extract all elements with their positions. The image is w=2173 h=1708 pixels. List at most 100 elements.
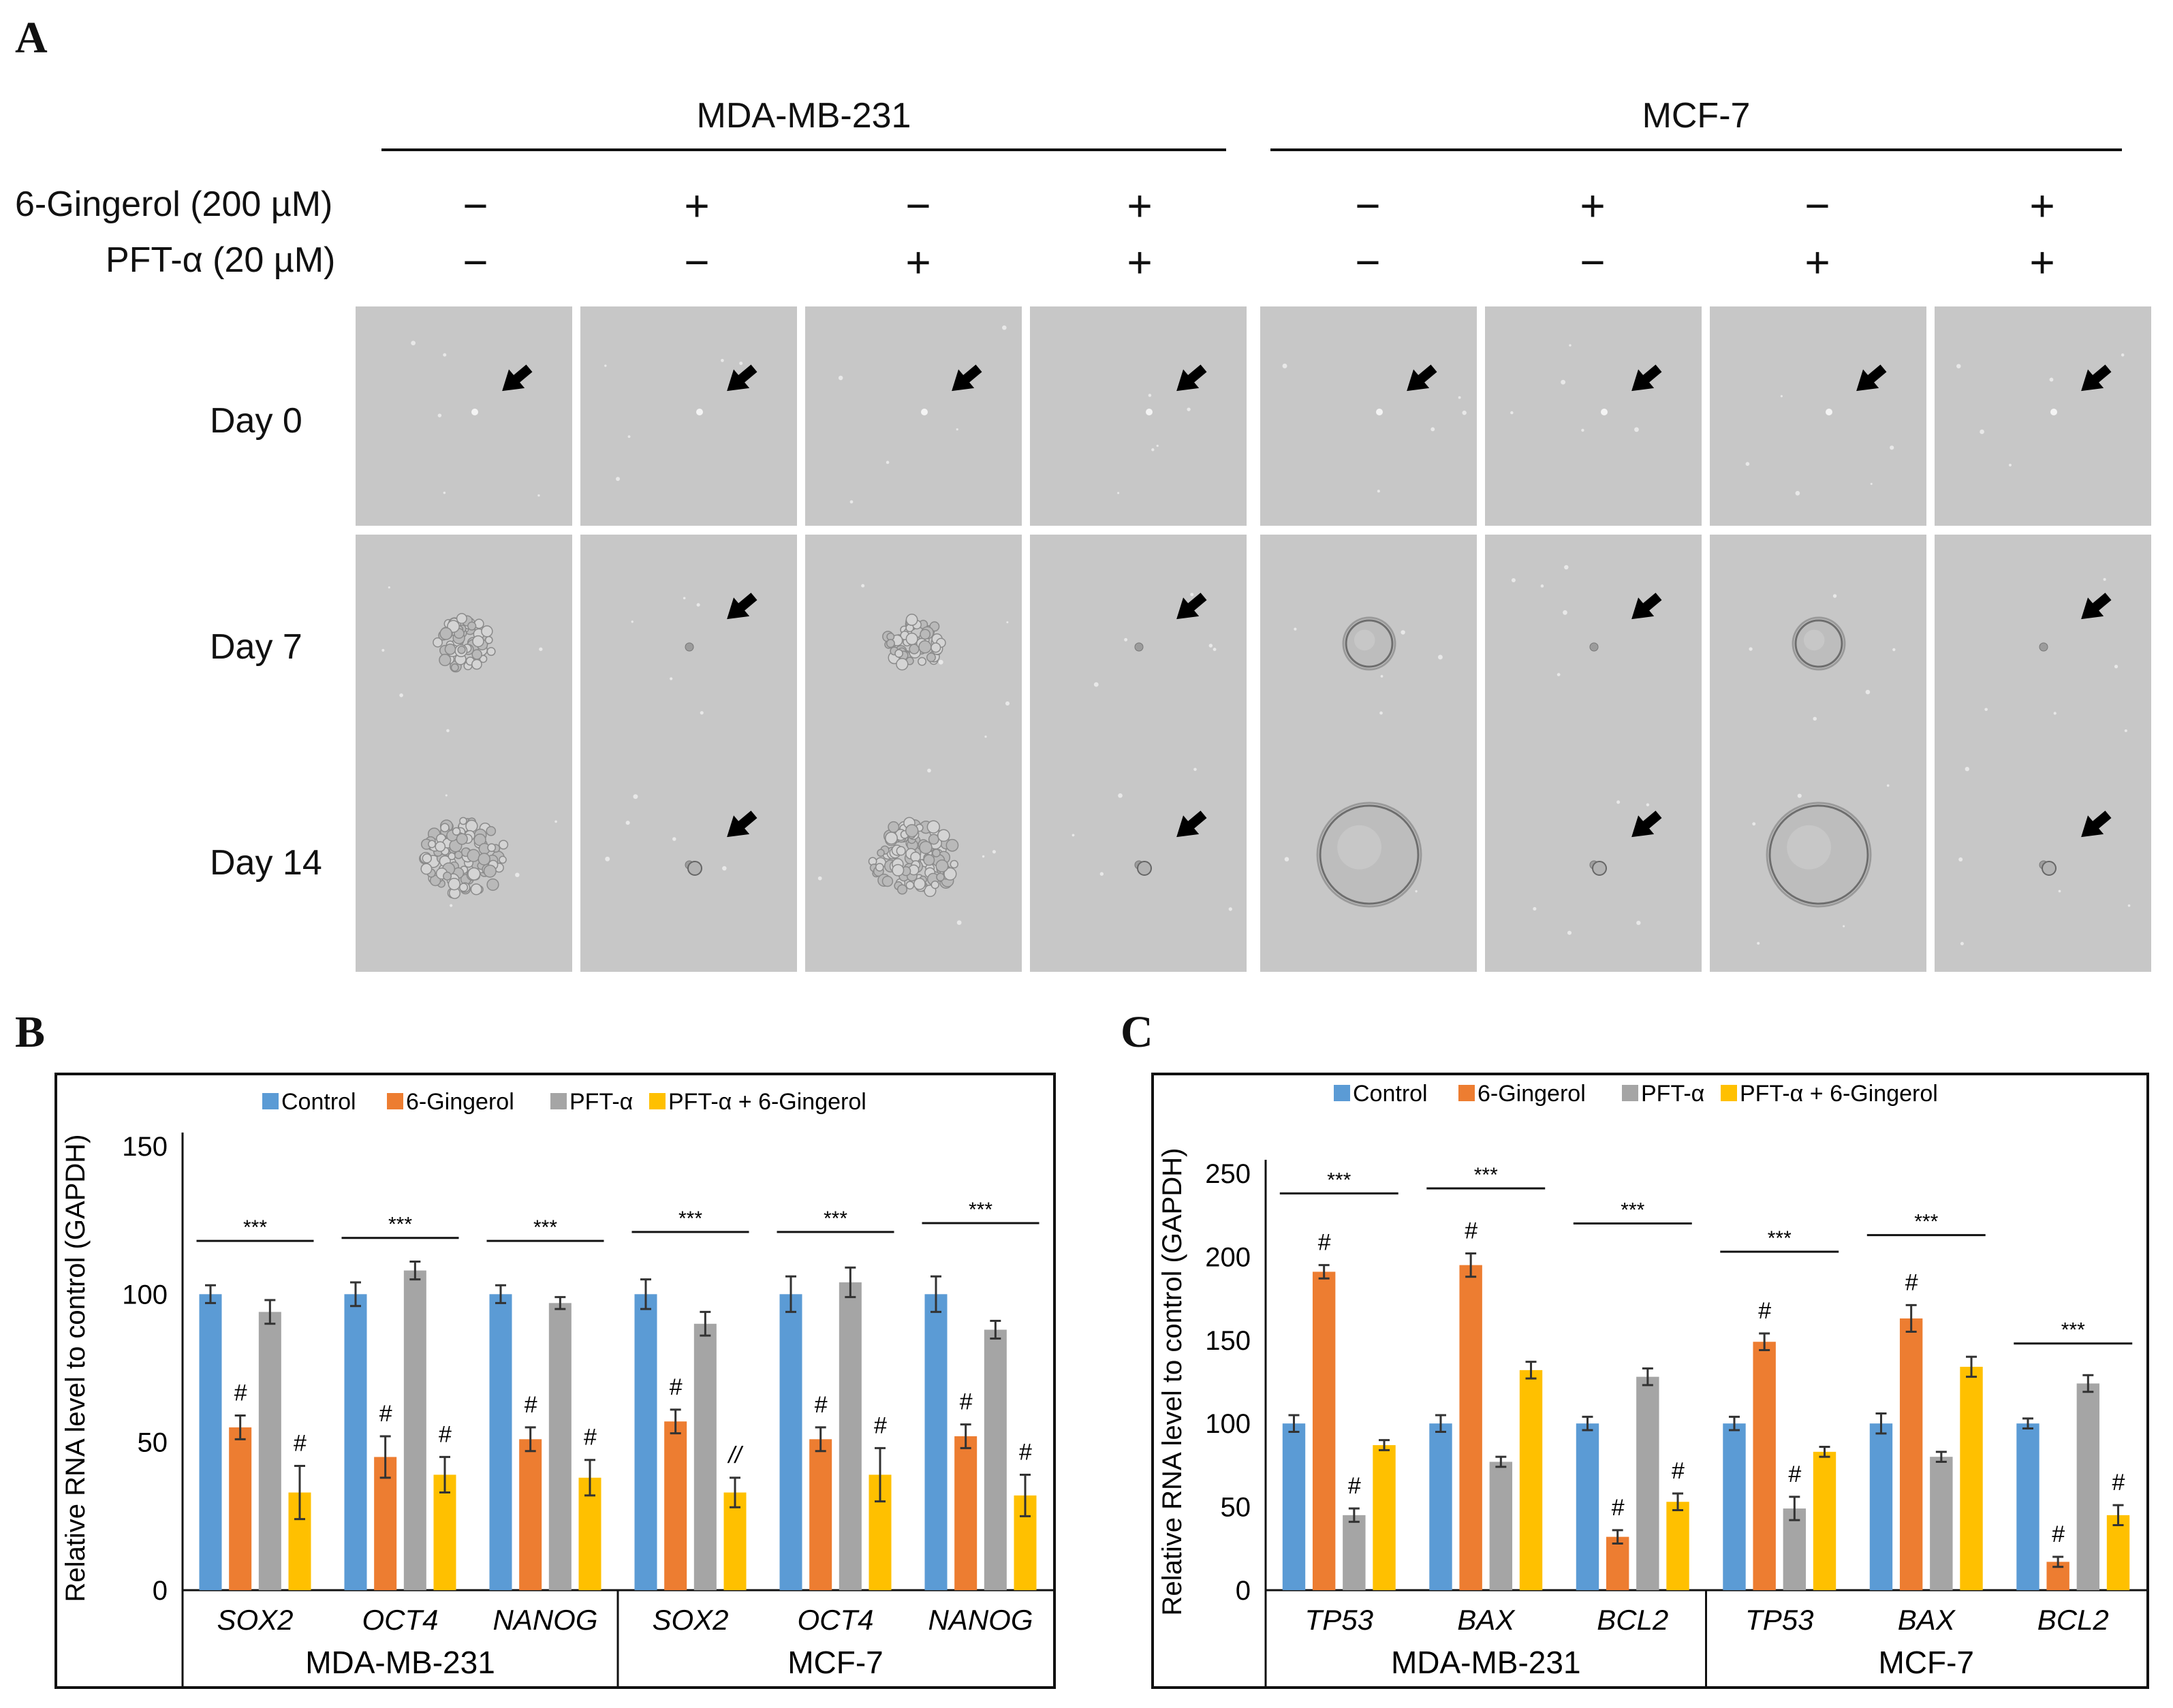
arrow-marker xyxy=(1631,364,1662,392)
significance-stars: *** xyxy=(678,1207,702,1230)
significance-stars: *** xyxy=(824,1207,847,1230)
x-tick-label: OCT4 xyxy=(362,1604,438,1636)
error-bar xyxy=(1288,1414,1300,1433)
treatment-sign: + xyxy=(1127,238,1153,287)
debris xyxy=(604,364,607,367)
microscopy-image-day-7-col-5 xyxy=(1260,535,1477,754)
legend-swatch xyxy=(262,1093,279,1109)
debris xyxy=(1567,930,1572,935)
debris xyxy=(861,584,865,588)
error-bar xyxy=(960,1423,971,1449)
error-bar xyxy=(264,1299,276,1325)
significance-mark: # xyxy=(1788,1461,1802,1487)
debris xyxy=(886,460,890,464)
error-bar xyxy=(525,1426,536,1453)
debris xyxy=(1208,644,1213,648)
legend-swatch xyxy=(550,1093,567,1109)
debris xyxy=(1561,379,1566,385)
debris xyxy=(817,876,822,881)
microscopy-image-day-7-col-6 xyxy=(1485,535,1702,754)
debris xyxy=(1890,445,1894,450)
error-bar xyxy=(409,1261,421,1281)
debris xyxy=(1458,396,1461,399)
legend-label: Control xyxy=(1353,1081,1428,1107)
microscopy-image-day-14-col-3 xyxy=(805,753,1022,972)
debris xyxy=(1156,445,1159,447)
debris xyxy=(1118,793,1123,798)
bar xyxy=(693,1323,717,1590)
panel-b-letter: B xyxy=(15,1007,46,1057)
error-bar xyxy=(931,1275,942,1313)
debris xyxy=(672,837,676,841)
debris xyxy=(938,659,943,665)
x-tick-label: SOX2 xyxy=(652,1604,728,1636)
arrow-marker xyxy=(727,364,757,392)
debris xyxy=(1569,344,1572,347)
debris xyxy=(982,855,985,858)
bar xyxy=(1666,1502,1689,1590)
debris xyxy=(2124,729,2127,733)
treatment-sign: − xyxy=(463,238,488,287)
microscopy-image-day-14-col-7 xyxy=(1710,753,1926,972)
y-axis-label: Relative RNA level to control (GAPDH) xyxy=(1157,1148,1187,1616)
treatment-sign: − xyxy=(905,181,931,230)
microscopy-image-day-14-col-8 xyxy=(1935,753,2151,972)
error-bar xyxy=(379,1435,391,1479)
microscopy-image-day-14-col-5 xyxy=(1260,753,1477,972)
microscopy-image-day-0-col-2 xyxy=(580,306,797,526)
error-bar xyxy=(1318,1264,1330,1280)
bar xyxy=(954,1436,978,1590)
legend-swatch xyxy=(1622,1085,1638,1101)
significance-stars: *** xyxy=(2061,1319,2085,1342)
debris xyxy=(631,620,634,623)
significance-mark: # xyxy=(1672,1458,1685,1484)
error-bar xyxy=(845,1266,856,1299)
error-bar xyxy=(785,1275,797,1313)
debris xyxy=(2008,463,2012,467)
debris xyxy=(2103,578,2106,581)
debris xyxy=(1636,920,1641,926)
y-tick-label: 100 xyxy=(1205,1409,1251,1439)
error-bar xyxy=(1789,1496,1800,1521)
arrow-marker xyxy=(1631,592,1662,620)
single-cell xyxy=(921,409,928,415)
debris xyxy=(2053,712,2057,715)
arrow-marker xyxy=(1407,364,1437,392)
debris xyxy=(443,491,446,494)
legend-swatch xyxy=(387,1093,403,1109)
bar xyxy=(489,1294,512,1590)
debris xyxy=(1093,682,1099,687)
debris xyxy=(1563,610,1567,615)
bar xyxy=(403,1270,426,1590)
microscopy-image-day-7-col-7 xyxy=(1710,535,1926,754)
y-tick-label: 150 xyxy=(1205,1326,1251,1356)
debris xyxy=(1795,490,1800,496)
debris xyxy=(1540,584,1544,588)
debris xyxy=(1401,630,1405,635)
significance-mark: # xyxy=(1465,1218,1478,1244)
treatment-sign: + xyxy=(905,238,931,287)
debris xyxy=(1228,907,1232,911)
debris xyxy=(1190,592,1194,597)
debris xyxy=(1511,578,1516,582)
arrow-marker xyxy=(952,364,982,392)
legend-label: 6-Gingerol xyxy=(406,1089,514,1115)
spheroid xyxy=(1792,616,1846,671)
debris xyxy=(2127,904,2131,907)
debris xyxy=(683,597,686,600)
small-cell xyxy=(1137,861,1152,876)
bar xyxy=(984,1329,1007,1590)
error-bar xyxy=(1935,1451,1947,1464)
treatment-sign: − xyxy=(1580,238,1606,287)
bar xyxy=(1783,1508,1807,1590)
error-bar xyxy=(495,1284,507,1304)
error-bar xyxy=(874,1446,886,1503)
debris xyxy=(1462,410,1467,415)
debris xyxy=(539,647,543,651)
error-bar xyxy=(2082,1374,2094,1393)
arrow-marker xyxy=(2081,810,2112,838)
bar xyxy=(1753,1342,1776,1590)
microscopy-image-day-14-col-2 xyxy=(580,753,797,972)
panel-c-letter: C xyxy=(1121,1007,1153,1057)
significance-mark: # xyxy=(294,1430,307,1456)
